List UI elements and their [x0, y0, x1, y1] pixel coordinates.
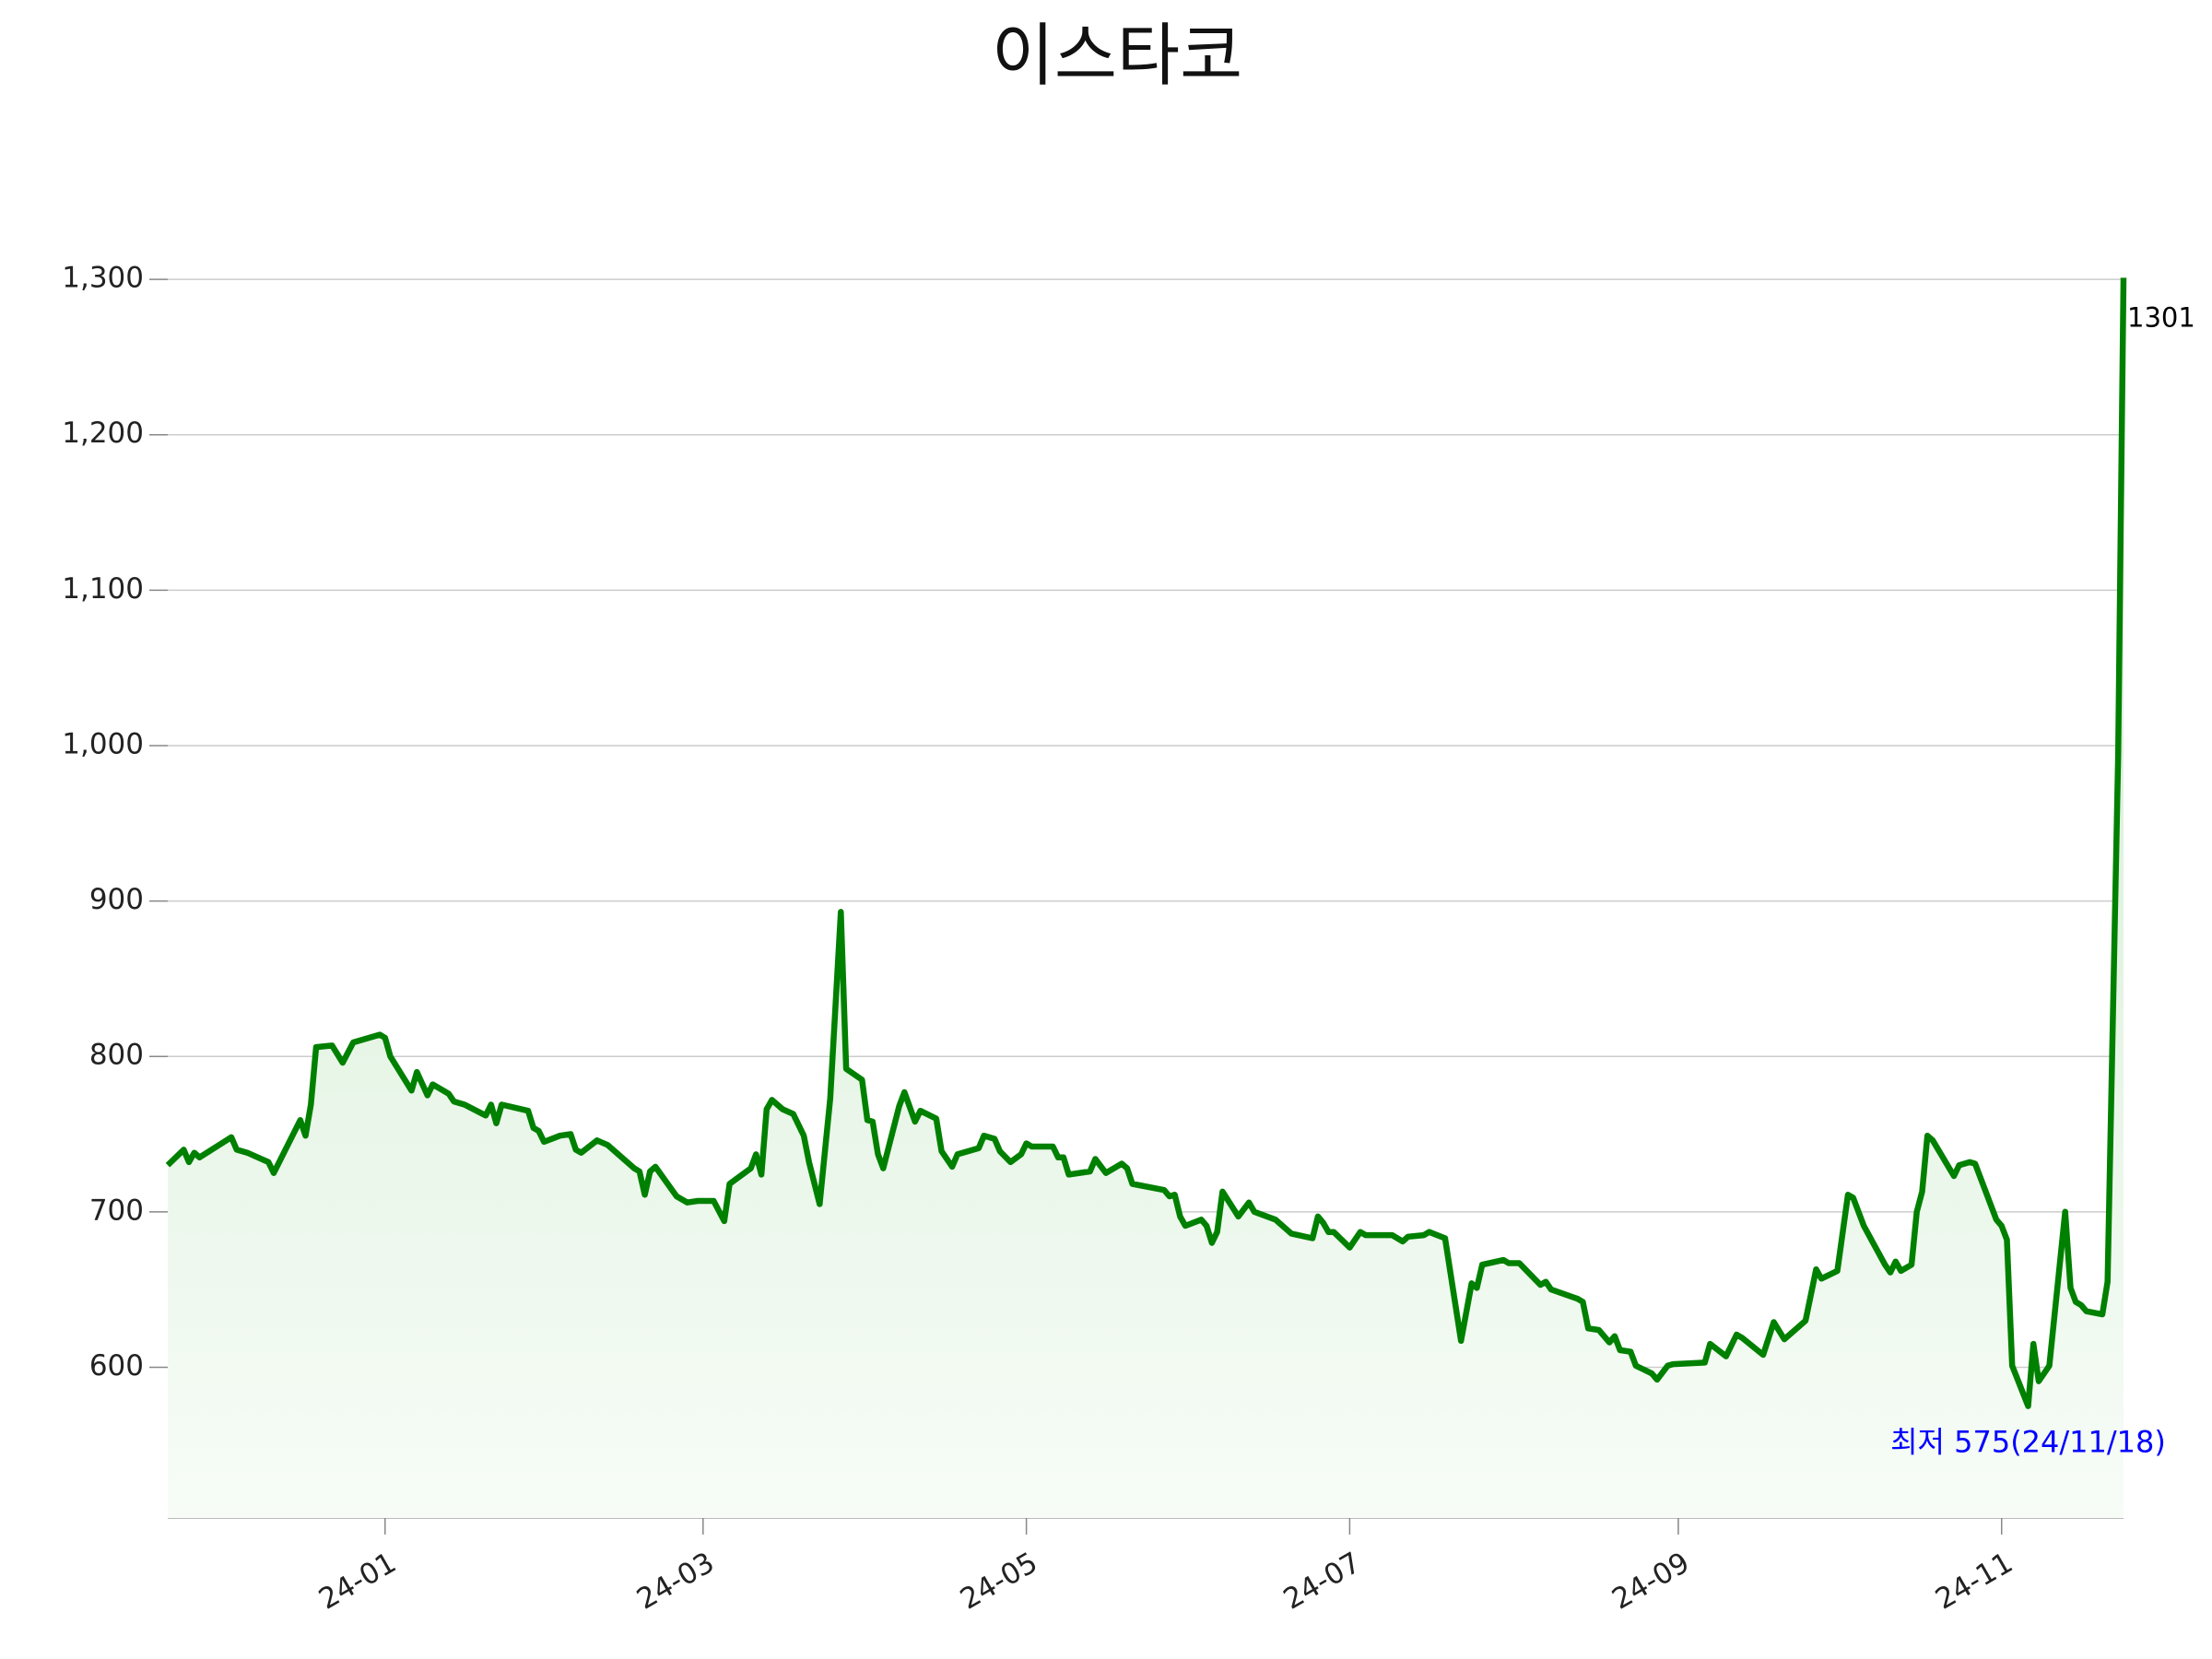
annotation: 최저 575(24/11/18): [1890, 1425, 2166, 1460]
y-tick-label: 1,100: [62, 572, 144, 606]
area: [168, 277, 2124, 1518]
y-tick-label: 700: [89, 1194, 144, 1227]
x-tick-label: 24-11: [1930, 1546, 2018, 1616]
annotation: 1301: [2127, 301, 2195, 333]
x-tick-label: 24-05: [955, 1546, 1043, 1616]
chart-title: 이스타코: [992, 17, 1242, 96]
y-tick-label: 600: [89, 1349, 144, 1382]
y-tick-label: 1,200: [62, 417, 144, 450]
line: [165, 277, 2127, 1409]
y-tick-label: 800: [89, 1039, 144, 1072]
y-tick-label: 1,000: [62, 727, 144, 760]
x-tick-label: 24-07: [1278, 1546, 1367, 1616]
x-tick-label: 24-01: [313, 1546, 402, 1616]
y-tick-label: 900: [89, 883, 144, 916]
x-tick-label: 24-09: [1606, 1546, 1695, 1616]
y-tick-label: 1,300: [62, 262, 144, 295]
x-tick-label: 24-03: [631, 1546, 720, 1616]
